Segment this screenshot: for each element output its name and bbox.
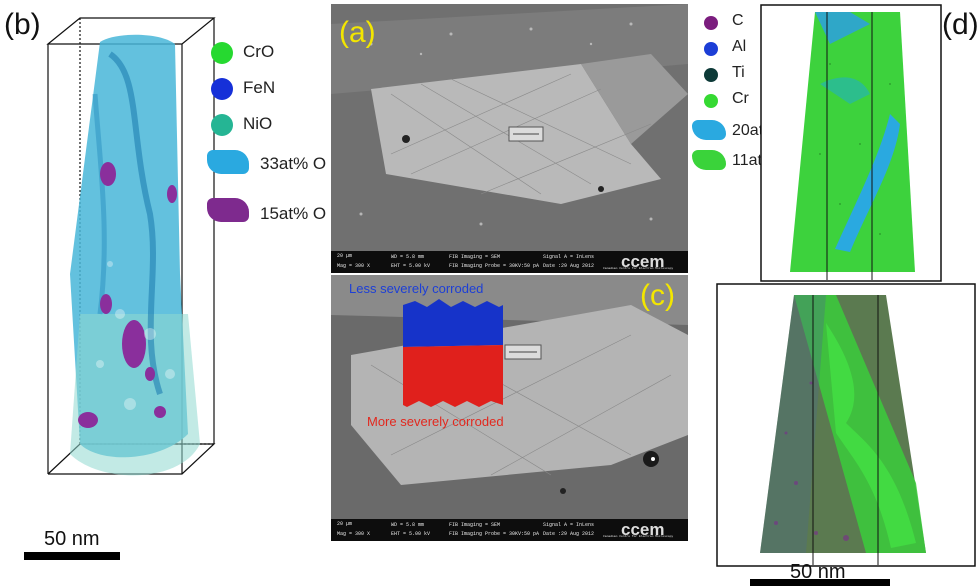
- legend-15o-icon: [207, 198, 249, 222]
- sem-eht-a: EHT = 5.00 kV: [391, 263, 431, 269]
- sem-signal-a: Signal A = InLens: [543, 254, 595, 260]
- sem-date-a: Date :29 Aug 2012: [543, 263, 595, 269]
- more-corroded-label: More severely corroded: [367, 414, 504, 429]
- sem-surface-c: [331, 275, 688, 519]
- legend-20o-icon: [692, 120, 726, 140]
- legend-cro-text: CrO: [243, 42, 275, 61]
- sem-info-bar-c: 20 µm Mag = 300 X WD = 5.8 mm EHT = 5.00…: [331, 519, 688, 541]
- legend-ti-icon: [704, 68, 718, 82]
- apt-reconstruction-d-bottom: [716, 283, 976, 567]
- scale-label-b: 50 nm: [44, 528, 100, 550]
- legend-fen-text: FeN: [243, 78, 276, 97]
- sem-surface-a: [331, 4, 688, 251]
- scale-label-d: 50 nm: [790, 561, 846, 583]
- panel-b-label: (b): [4, 8, 41, 41]
- sem-eht-c: EHT = 5.00 kV: [391, 531, 431, 537]
- sem-signal-c: Signal A = InLens: [543, 522, 595, 528]
- sem-image-a: (a) 20 µm Mag = 300 X WD = 5.8 mm EHT = …: [331, 4, 688, 273]
- apt-reconstruction-d-top: [760, 4, 942, 282]
- scale-bar-b: [24, 552, 120, 560]
- legend-cro-icon: [211, 42, 233, 64]
- sem-date-c: Date :29 Aug 2012: [543, 531, 595, 537]
- legend-cr-icon: [704, 94, 718, 108]
- legend-11cr-icon: [692, 150, 726, 170]
- sem-fib-probe-a: FIB Imaging Probe = 30KV:50 pA: [449, 263, 540, 269]
- legend-b: CrO FeN NiO 33at% O 15at% O: [205, 38, 335, 238]
- sem-scale-a: 20 µm: [337, 253, 353, 259]
- ccem-logo-a: ccem: [621, 252, 665, 271]
- sem-wd-c: WD = 5.8 mm: [391, 522, 425, 528]
- sem-wd-a: WD = 5.8 mm: [391, 254, 425, 260]
- legend-33o-icon: [207, 150, 249, 174]
- sem-fib-imaging-a: FIB Imaging = SEM: [449, 254, 501, 260]
- legend-nio-text: NiO: [243, 114, 273, 133]
- less-corroded-label: Less severely corroded: [349, 281, 484, 296]
- sem-image-c: (c) Less severely corroded More severely…: [331, 275, 688, 541]
- legend-al-text: Al: [732, 38, 747, 55]
- legend-nio-icon: [211, 114, 233, 136]
- legend-d: C Al Ti Cr 20at% O 11at% Cr: [692, 10, 820, 185]
- panel-c-label: (c): [640, 279, 675, 312]
- legend-fen-icon: [211, 78, 233, 100]
- legend-al-icon: [704, 42, 718, 56]
- sem-info-bar-a: 20 µm Mag = 300 X WD = 5.8 mm EHT = 5.00…: [331, 251, 688, 273]
- sem-mag-a: Mag = 300 X: [337, 263, 371, 269]
- ccem-logo-c: ccem: [621, 520, 665, 539]
- sem-fib-imaging-c: FIB Imaging = SEM: [449, 522, 501, 528]
- ccem-logo-sub-a: Canadian Centre for Electron Microscopy: [603, 267, 674, 270]
- legend-c-icon: [704, 16, 718, 30]
- legend-cr-text: Cr: [732, 90, 749, 107]
- scale-bar-d: [750, 579, 890, 586]
- legend-33o-text: 33at% O: [260, 154, 327, 173]
- legend-c-text: C: [732, 12, 744, 29]
- sem-scale-c: 20 µm: [337, 521, 353, 527]
- panel-a-label: (a): [339, 16, 376, 49]
- panel-d-label: (d): [942, 8, 978, 41]
- ccem-logo-sub-c: Canadian Centre for Electron Microscopy: [603, 535, 674, 538]
- sem-mag-c: Mag = 300 X: [337, 531, 371, 537]
- sem-fib-probe-c: FIB Imaging Probe = 30KV:50 pA: [449, 531, 540, 537]
- legend-15o-text: 15at% O: [260, 204, 327, 223]
- apt-reconstruction-b: [46, 17, 216, 476]
- legend-ti-text: Ti: [732, 64, 745, 81]
